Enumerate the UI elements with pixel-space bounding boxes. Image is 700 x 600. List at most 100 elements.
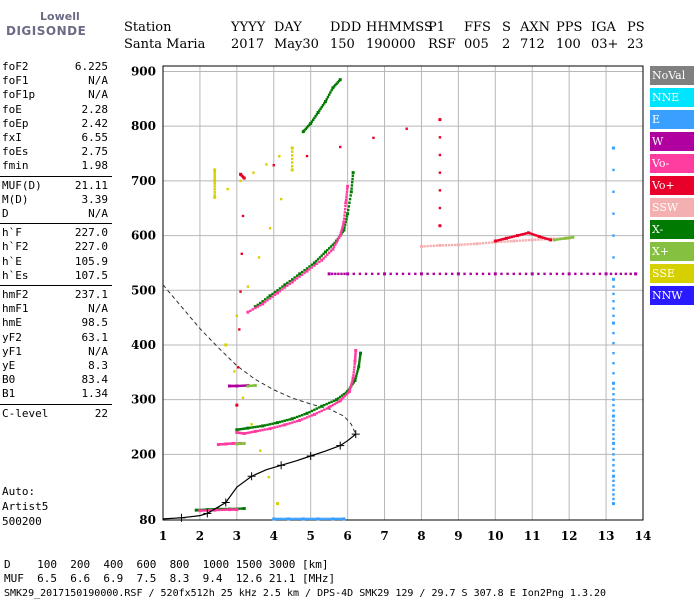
trace-point (598, 272, 602, 276)
trace-point (507, 236, 510, 240)
trace-point (338, 78, 342, 82)
trace-point (319, 107, 322, 111)
param-name: foEs (2, 145, 29, 159)
param-value: 3.39 (81, 192, 109, 206)
trace-point (246, 426, 250, 430)
trace-point (320, 409, 323, 413)
trace-point (423, 245, 426, 248)
trace-point (236, 366, 240, 369)
trace-point (223, 508, 226, 511)
param-value: 105.9 (74, 254, 108, 268)
trace-point (339, 395, 342, 399)
trace-point (343, 272, 346, 276)
trace-point (451, 243, 454, 247)
trace-point (612, 331, 615, 335)
trace-point (283, 286, 287, 289)
trace-point (309, 517, 312, 521)
trace-point (256, 303, 259, 307)
trace-point (250, 384, 253, 387)
trace-point (321, 517, 325, 521)
trace-point (203, 509, 207, 512)
trace-point (456, 272, 460, 276)
trace-point (347, 388, 351, 391)
trace-point (301, 130, 305, 134)
trace-point (612, 469, 615, 472)
trace-point (213, 185, 216, 188)
trace-point (276, 289, 279, 292)
trace-point (201, 509, 204, 512)
trace-point (241, 396, 245, 400)
trace-point (395, 272, 399, 276)
trace-point (246, 310, 250, 314)
trace-point (314, 114, 317, 118)
header-row2-cell: May30 (274, 37, 319, 52)
trace-point (239, 384, 242, 388)
trace-point (295, 274, 299, 277)
y-tick-label: 800 (131, 119, 156, 133)
trace-point (348, 387, 352, 391)
param-name: C-level (2, 406, 49, 420)
param-value: 227.0 (74, 240, 108, 254)
trace-point (324, 517, 327, 521)
trace-point (540, 238, 543, 241)
trace-point (225, 442, 229, 446)
trace-point (279, 517, 283, 521)
trace-point (512, 239, 516, 243)
trace-point (419, 272, 423, 276)
trace-point (231, 384, 235, 388)
trace-point (286, 418, 289, 422)
trace-point (475, 272, 479, 276)
param-value: 6.225 (74, 60, 108, 73)
trace-point (318, 109, 321, 112)
trace-point (235, 314, 239, 317)
param-row: h`E 105.9 (2, 255, 108, 269)
trace-point (350, 184, 354, 187)
trace-point (231, 441, 235, 445)
param-row: foE 2.28 (2, 103, 108, 117)
trace-point (252, 430, 255, 433)
y-tick-label: 400 (131, 338, 156, 352)
trace-point (335, 398, 339, 402)
legend-item: E (650, 110, 694, 129)
trace-point (244, 427, 248, 430)
trace-point (497, 240, 500, 244)
trace-point (228, 442, 231, 445)
param-name: M(D) (2, 192, 29, 206)
trace-point (491, 241, 494, 244)
trace-point (216, 507, 220, 511)
trace-point (347, 208, 350, 212)
trace-point (208, 509, 211, 512)
param-name: fmin (2, 159, 29, 173)
trace-point (530, 272, 534, 276)
trace-point (527, 238, 531, 242)
param-value: N/A (88, 74, 108, 88)
trace-point (521, 232, 525, 236)
trace-point (612, 392, 615, 396)
trace-point (343, 217, 346, 220)
trace-point (612, 398, 615, 401)
trace-point (318, 260, 321, 264)
trace-point (235, 403, 239, 407)
trace-point (218, 508, 221, 512)
trace-point (310, 414, 314, 417)
header-row2-cell: 150 (330, 37, 355, 52)
trace-point (300, 270, 304, 274)
header-row2-cell: RSF (428, 37, 456, 52)
param-row: hmE 98.5 (2, 316, 108, 330)
trace-point (271, 292, 274, 296)
trace-point (438, 118, 442, 122)
trace-point (290, 417, 294, 421)
trace-point (253, 305, 257, 309)
trace-point (213, 508, 217, 512)
trace-point (351, 174, 355, 178)
param-row: MUF(D) 21.11 (2, 179, 108, 193)
trace-point (339, 517, 342, 521)
trace-point (248, 431, 251, 434)
trace-point (561, 272, 565, 276)
trace-point (256, 425, 259, 428)
trace-point (235, 430, 239, 434)
param-value: 83.4 (81, 373, 109, 387)
trace-point (288, 279, 291, 283)
y-tick-label: 80 (139, 513, 156, 527)
param-name: yE (2, 359, 16, 372)
